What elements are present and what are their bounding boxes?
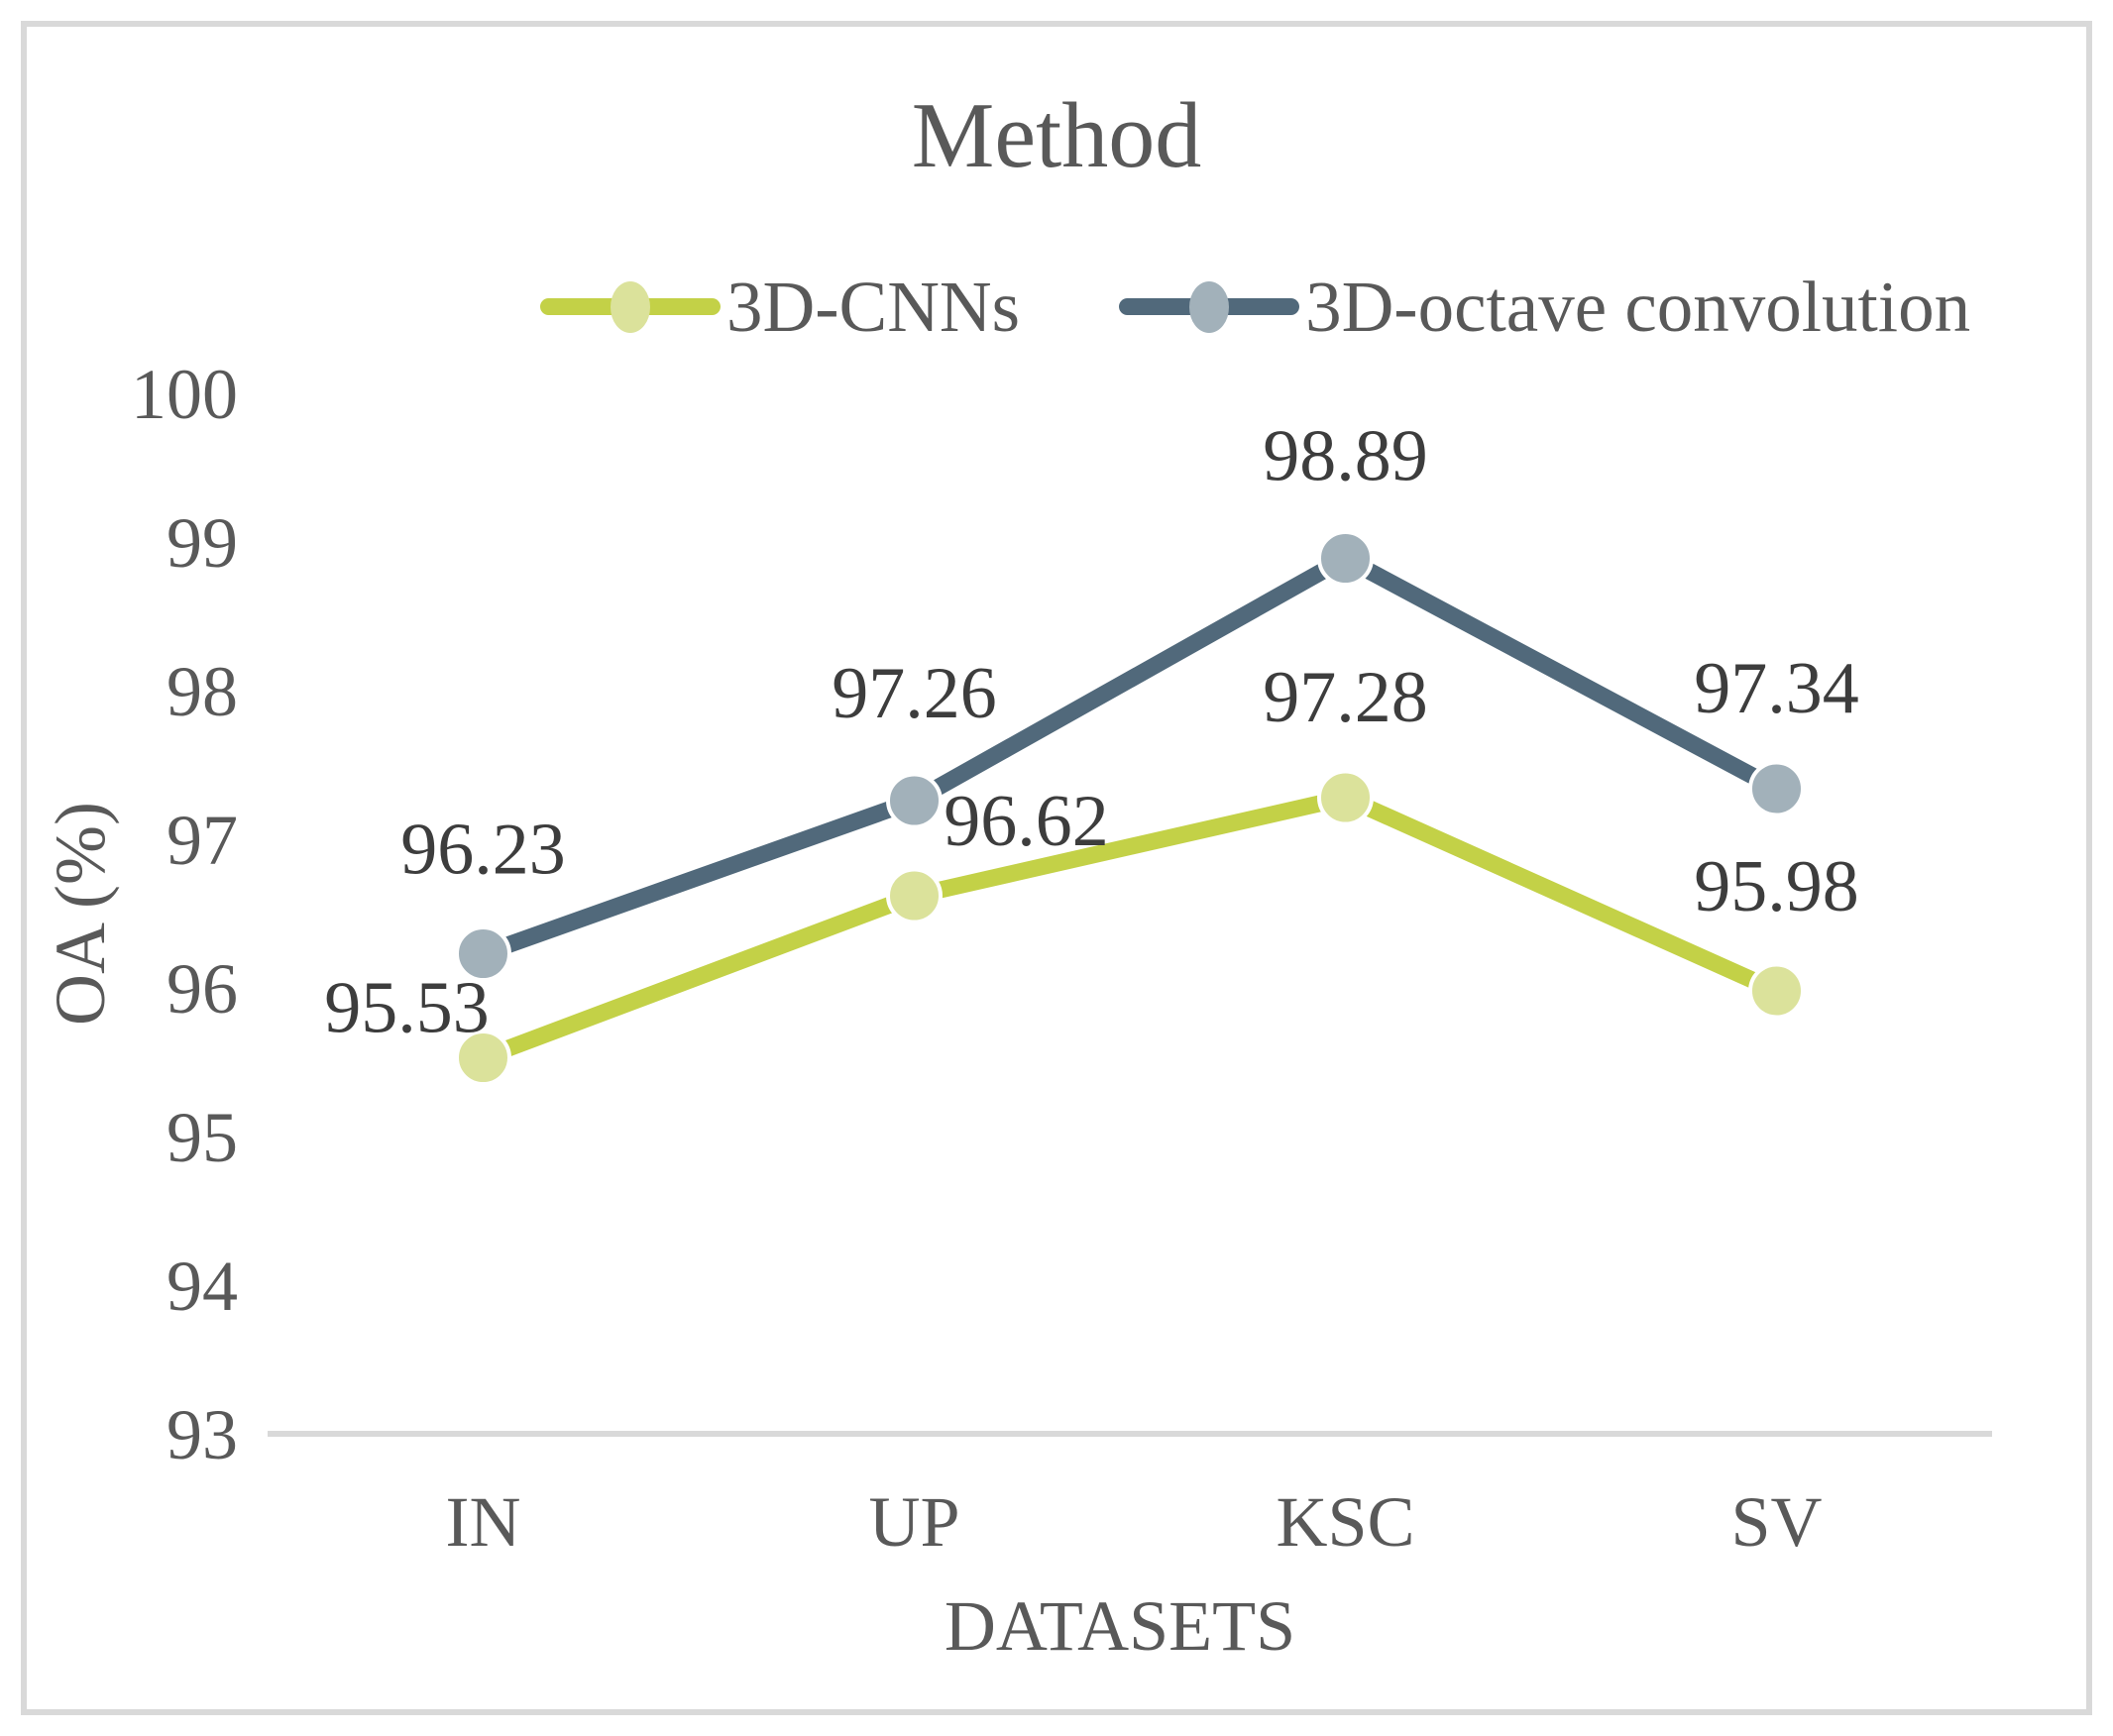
y-tick-label: 96 bbox=[167, 949, 238, 1029]
x-tick-label: SV bbox=[1730, 1482, 1822, 1562]
series-line-3d-octave-convolution bbox=[480, 550, 1781, 962]
y-tick-label: 99 bbox=[167, 503, 238, 583]
x-tick-label: IN bbox=[446, 1482, 521, 1562]
data-label: 98.89 bbox=[1263, 416, 1428, 497]
chart-title: Method bbox=[911, 84, 1202, 187]
legend-item-3d-octave-convolution: 3D-octave convolution bbox=[1119, 266, 1970, 349]
data-label: 96.23 bbox=[400, 810, 566, 891]
data-point-marker bbox=[1748, 760, 1805, 817]
x-tick-label: UP bbox=[868, 1482, 959, 1562]
data-point-marker bbox=[1317, 769, 1374, 826]
series-line-3d-cnns bbox=[480, 789, 1780, 1066]
legend-label: 3D-octave convolution bbox=[1305, 267, 1971, 347]
legend-item-3d-cnns: 3D-CNNs bbox=[540, 266, 1020, 349]
y-tick-label: 98 bbox=[167, 652, 238, 731]
y-axis-title: OA (%) bbox=[41, 802, 120, 1026]
y-tick-label: 95 bbox=[167, 1098, 238, 1177]
legend-dot-swatch bbox=[611, 281, 650, 333]
chart-border bbox=[21, 21, 2092, 1715]
legend-marker-3d-octave-icon bbox=[1119, 281, 1300, 333]
data-label: 97.26 bbox=[832, 653, 997, 734]
legend-marker-3d-cnns-icon bbox=[540, 281, 721, 333]
x-axis-title: DATASETS bbox=[945, 1586, 1295, 1666]
y-tick-label: 94 bbox=[167, 1247, 238, 1326]
data-point-marker bbox=[455, 1030, 511, 1086]
data-label: 95.53 bbox=[324, 968, 490, 1049]
data-label: 97.34 bbox=[1694, 648, 1859, 729]
data-label: 96.62 bbox=[944, 781, 1109, 862]
data-point-marker bbox=[886, 772, 943, 829]
data-label: 95.98 bbox=[1694, 846, 1859, 927]
legend-dot-swatch bbox=[1189, 281, 1230, 333]
data-point-marker bbox=[1317, 530, 1374, 587]
data-label: 97.28 bbox=[1263, 657, 1428, 738]
x-tick-label: KSC bbox=[1276, 1482, 1414, 1562]
legend: 3D-CNNs 3D-octave convolution bbox=[540, 266, 1970, 349]
legend-label: 3D-CNNs bbox=[726, 267, 1021, 347]
y-tick-label: 97 bbox=[167, 801, 238, 880]
y-tick-label: 100 bbox=[131, 355, 238, 434]
data-point-marker bbox=[455, 925, 511, 982]
data-point-marker bbox=[1748, 962, 1805, 1020]
y-tick-label: 93 bbox=[167, 1395, 238, 1474]
data-point-marker bbox=[886, 867, 943, 924]
